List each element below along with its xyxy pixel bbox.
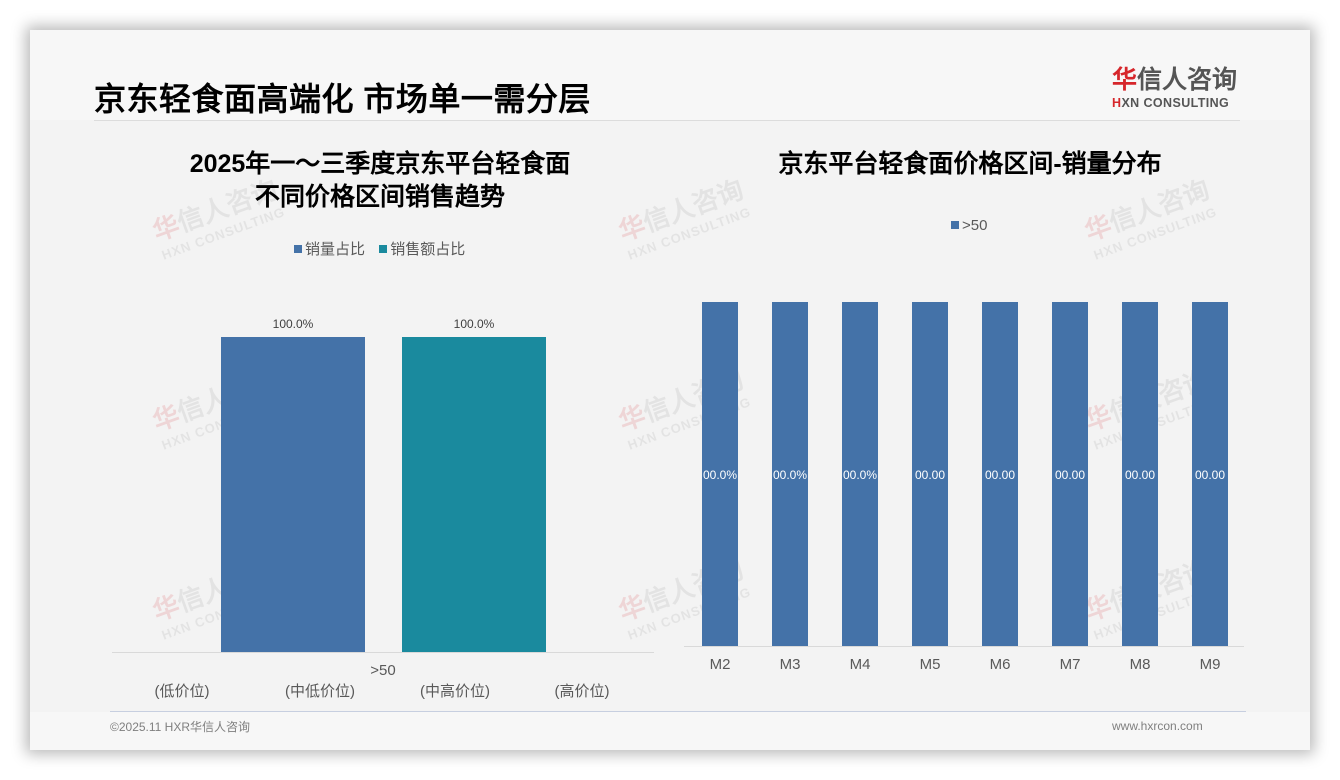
data-label: 00.0% <box>842 468 878 482</box>
legend-item-sales-volume: 销量占比 <box>294 238 365 259</box>
legend-swatch <box>379 244 388 253</box>
x-tick-label: M3 <box>779 656 801 673</box>
x-axis-line <box>684 646 1244 647</box>
x-tick-label: M8 <box>1129 656 1151 673</box>
x-tick-label: M7 <box>1059 656 1081 673</box>
footer-copyright: ©2025.11 HXR华信人咨询 <box>110 720 250 734</box>
x-tick-label: M9 <box>1199 656 1221 673</box>
x-tick-label: M4 <box>849 656 871 673</box>
footer-divider <box>110 711 1246 712</box>
tier-label: (中低价位) <box>285 683 355 700</box>
logo-cn: 华信人咨询 <box>1112 66 1238 94</box>
left-chart-title: 2025年一～三季度京东平台轻食面 不同价格区间销售趋势 <box>189 150 571 211</box>
legend-item-gt50: >50 <box>951 217 987 234</box>
bar-M3 <box>772 302 808 646</box>
company-logo: 华信人咨询 HXN CONSULTING <box>1112 66 1242 110</box>
category-label: >50 <box>370 662 396 679</box>
legend-swatch <box>951 221 959 229</box>
bar-M8 <box>1122 302 1158 646</box>
legend-item-sales-amount: 销售额占比 <box>379 238 465 259</box>
x-axis-line <box>112 652 654 653</box>
header-band <box>30 30 1310 120</box>
slide: 京东轻食面高端化 市场单一需分层 华信人咨询 HXN CONSULTING 华信… <box>30 30 1310 750</box>
bar-M6 <box>982 302 1018 646</box>
bar-M9 <box>1192 302 1228 646</box>
x-tick-label: M2 <box>709 656 731 673</box>
logo-en: HXN CONSULTING <box>1112 96 1230 110</box>
x-tick-label: M5 <box>919 656 941 673</box>
title-divider <box>94 120 1240 121</box>
right-chart-title: 京东平台轻食面价格区间-销量分布 <box>778 150 1162 178</box>
bar-sales-volume <box>221 337 365 652</box>
tier-label: (中高价位) <box>420 683 490 700</box>
page-title: 京东轻食面高端化 市场单一需分层 <box>94 81 591 117</box>
data-label: 00.00 <box>1194 468 1226 482</box>
data-label: 00.0% <box>702 468 738 482</box>
bar-M4 <box>842 302 878 646</box>
bar-sales-amount <box>402 337 546 652</box>
x-tick-label: M6 <box>989 656 1011 673</box>
footer-website: www.hxrcon.com <box>1112 719 1203 733</box>
data-label: 00.00 <box>1124 468 1156 482</box>
tier-label: (高价位) <box>554 683 610 700</box>
data-label: 00.00 <box>984 468 1016 482</box>
bar-M7 <box>1052 302 1088 646</box>
left-chart-legend: 销量占比 销售额占比 <box>294 238 475 259</box>
tier-label: (低价位) <box>154 683 210 700</box>
right-chart-legend: >50 <box>951 216 997 234</box>
bar-M2 <box>702 302 738 646</box>
data-label: 100.0% <box>272 317 314 331</box>
bar-M5 <box>912 302 948 646</box>
data-label: 100.0% <box>453 317 495 331</box>
data-label: 00.00 <box>1054 468 1086 482</box>
footer-band <box>30 712 1310 750</box>
data-label: 00.0% <box>772 468 808 482</box>
data-label: 00.00 <box>914 468 946 482</box>
legend-swatch <box>294 244 302 253</box>
